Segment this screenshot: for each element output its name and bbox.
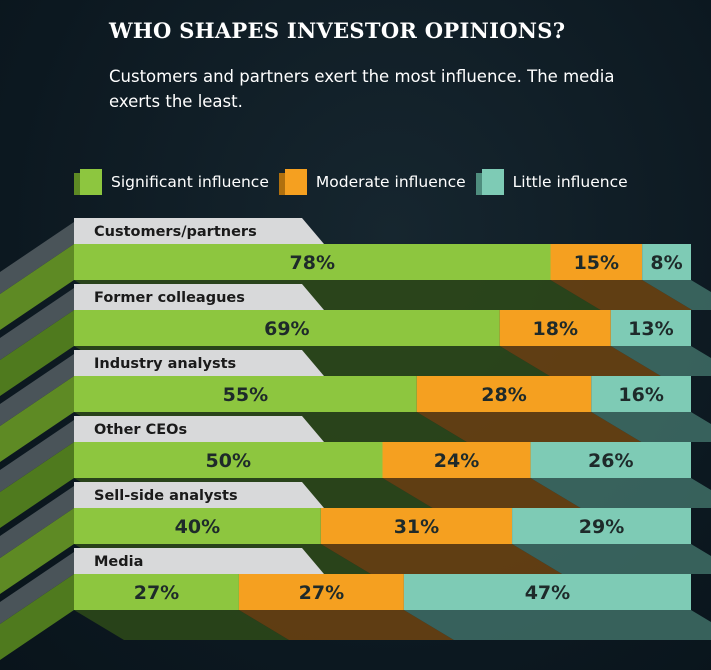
bar-shadow-other-ceos-little-influence bbox=[530, 478, 711, 508]
bar-shadow-media-little-influence bbox=[403, 610, 711, 640]
value-label-media-little-influence: 47% bbox=[525, 582, 570, 604]
bar-shadow-former-colleagues-little-influence bbox=[610, 346, 711, 376]
value-label-other-ceos-significant-influence: 50% bbox=[206, 450, 251, 472]
bar-shadow-industry-analysts-moderate-influence bbox=[416, 412, 642, 442]
bar-customers-partners-moderate-influence bbox=[550, 244, 643, 280]
legend-item-moderate: Moderate influence bbox=[278, 169, 466, 195]
legend-item-little: Little influence bbox=[475, 169, 628, 195]
legend-item-significant: Significant influence bbox=[74, 169, 269, 195]
value-label-sell-side-analysts-little-influence: 29% bbox=[579, 516, 624, 538]
data-labels: 78% 15% 8% 69% 18% 13% 55% 28% 16% 50% 24% 26% 40% 31… bbox=[134, 252, 683, 604]
bar-segments bbox=[74, 244, 691, 610]
category-label-media: Media bbox=[94, 554, 143, 570]
bar-industry-analysts-moderate-influence bbox=[416, 376, 592, 412]
bar-media-significant-influence bbox=[74, 574, 239, 610]
bar-side-face-other-ceos bbox=[0, 442, 74, 528]
bar-side-face-sell-side-analysts bbox=[0, 508, 74, 594]
bar-media-little-influence bbox=[403, 574, 691, 610]
bar-shadow-other-ceos-moderate-influence bbox=[382, 478, 581, 508]
category-tab-industry-analysts bbox=[74, 350, 324, 376]
value-label-former-colleagues-significant-influence: 69% bbox=[264, 318, 309, 340]
bar-former-colleagues-moderate-influence bbox=[499, 310, 611, 346]
bar-side-face-media bbox=[0, 574, 74, 660]
category-tab-customers-partners bbox=[74, 218, 324, 244]
bar-shadow-sell-side-analysts-little-influence bbox=[512, 544, 711, 574]
bar-industry-analysts-significant-influence bbox=[74, 376, 417, 412]
bar-other-ceos-significant-influence bbox=[74, 442, 383, 478]
category-tab-media bbox=[74, 548, 324, 574]
value-label-industry-analysts-moderate-influence: 28% bbox=[481, 384, 526, 406]
bar-sell-side-analysts-significant-influence bbox=[74, 508, 321, 544]
bar-shadow-industry-analysts-little-influence bbox=[591, 412, 711, 442]
value-label-media-moderate-influence: 27% bbox=[299, 582, 344, 604]
value-label-industry-analysts-little-influence: 16% bbox=[618, 384, 663, 406]
label-side-face-customers-partners bbox=[0, 222, 74, 294]
bar-side-faces bbox=[0, 222, 74, 660]
legend-swatch-little bbox=[475, 169, 504, 195]
bar-sell-side-analysts-little-influence bbox=[512, 508, 691, 544]
label-side-face-sell-side-analysts bbox=[0, 486, 74, 558]
legend-swatch-significant bbox=[74, 169, 102, 195]
value-label-customers-partners-little-influence: 8% bbox=[650, 252, 682, 274]
bar-side-face-customers-partners bbox=[0, 244, 74, 330]
bar-industry-analysts-little-influence bbox=[591, 376, 691, 412]
legend-label-significant: Significant influence bbox=[111, 173, 269, 191]
category-label-customers-partners: Customers/partners bbox=[94, 224, 257, 240]
bar-customers-partners-significant-influence bbox=[74, 244, 551, 280]
bar-shadow-media-moderate-influence bbox=[238, 610, 454, 640]
value-label-industry-analysts-significant-influence: 55% bbox=[223, 384, 268, 406]
bar-customers-partners-little-influence bbox=[642, 244, 691, 280]
category-label-tabs: Customers/partners Former colleagues Indus… bbox=[74, 218, 324, 574]
legend: Significant influence Moderate influence… bbox=[74, 168, 638, 196]
bar-side-face-former-colleagues bbox=[0, 310, 74, 396]
value-label-former-colleagues-moderate-influence: 18% bbox=[533, 318, 578, 340]
category-tab-other-ceos bbox=[74, 416, 324, 442]
value-label-sell-side-analysts-moderate-influence: 31% bbox=[394, 516, 439, 538]
label-side-face-industry-analysts bbox=[0, 354, 74, 426]
label-side-face-former-colleagues bbox=[0, 288, 74, 360]
bar-media-moderate-influence bbox=[238, 574, 404, 610]
label-side-face-other-ceos bbox=[0, 420, 74, 492]
value-label-other-ceos-little-influence: 26% bbox=[588, 450, 633, 472]
chart-title: WHO SHAPES INVESTOR OPINIONS? bbox=[109, 18, 566, 43]
category-tab-sell-side-analysts bbox=[74, 482, 324, 508]
value-label-customers-partners-significant-influence: 78% bbox=[290, 252, 335, 274]
value-label-sell-side-analysts-significant-influence: 40% bbox=[175, 516, 220, 538]
bar-other-ceos-little-influence bbox=[530, 442, 691, 478]
legend-swatch-moderate bbox=[278, 169, 307, 195]
value-label-customers-partners-moderate-influence: 15% bbox=[574, 252, 619, 274]
bar-shadow-sell-side-analysts-moderate-influence bbox=[320, 544, 563, 574]
category-label-other-ceos: Other CEOs bbox=[94, 422, 187, 438]
legend-label-moderate: Moderate influence bbox=[315, 173, 466, 191]
label-side-face-media bbox=[0, 552, 74, 624]
category-label-industry-analysts: Industry analysts bbox=[94, 356, 236, 372]
bar-shadow-customers-partners-moderate-influence bbox=[550, 280, 693, 310]
bar-former-colleagues-little-influence bbox=[610, 310, 691, 346]
value-label-other-ceos-moderate-influence: 24% bbox=[434, 450, 479, 472]
category-label-sell-side-analysts: Sell-side analysts bbox=[94, 488, 238, 504]
value-label-former-colleagues-little-influence: 13% bbox=[628, 318, 673, 340]
chart-subtitle: Customers and partners exert the most in… bbox=[109, 67, 615, 111]
bar-other-ceos-moderate-influence bbox=[382, 442, 531, 478]
bar-shadow-media-significant-influence bbox=[74, 610, 289, 640]
category-tab-former-colleagues bbox=[74, 284, 324, 310]
bar-side-face-industry-analysts bbox=[0, 376, 74, 462]
category-label-former-colleagues: Former colleagues bbox=[94, 290, 245, 306]
value-label-media-significant-influence: 27% bbox=[134, 582, 179, 604]
legend-label-little: Little influence bbox=[512, 173, 628, 191]
bar-sell-side-analysts-moderate-influence bbox=[320, 508, 513, 544]
bar-former-colleagues-significant-influence bbox=[74, 310, 500, 346]
bar-shadow-former-colleagues-moderate-influence bbox=[499, 346, 661, 376]
bar-shadow-customers-partners-little-influence bbox=[642, 280, 711, 310]
